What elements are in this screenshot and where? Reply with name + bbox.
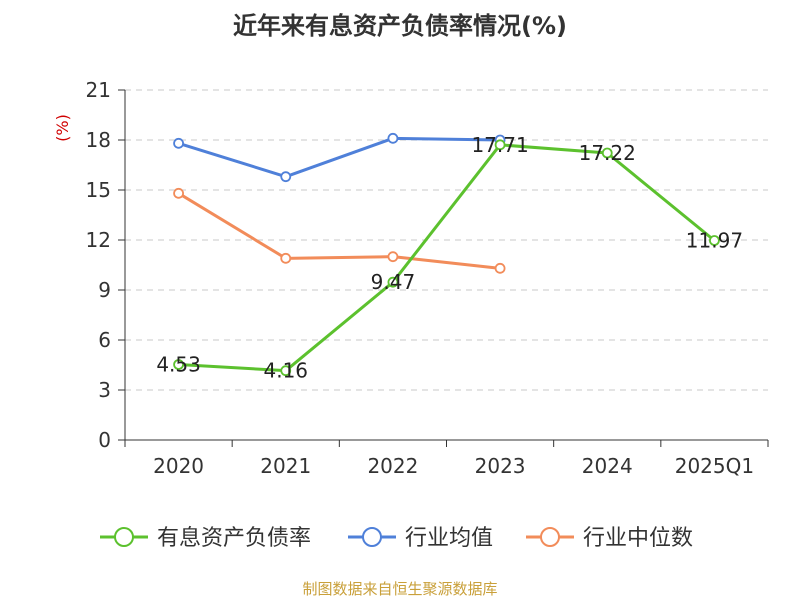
data-point[interactable] [387,132,399,144]
data-point[interactable] [173,187,184,199]
grid-lines [125,89,768,391]
y-tick-label: 3 [98,378,111,402]
data-point[interactable] [387,276,399,288]
legend-item-0[interactable]: 有息资产负债率 [100,526,311,551]
legend-marker [362,527,382,547]
data-label: 4.16 [263,359,308,383]
data-label: 4.53 [156,353,201,377]
y-tick-label: 21 [86,78,111,102]
axes [124,90,768,441]
x-tick-label: 2024 [582,454,633,478]
legend[interactable]: 有息资产负债率 行业均值 行业中位数 [100,526,693,551]
data-point[interactable] [494,262,506,274]
data-label: 17.22 [579,141,636,165]
legend-item-1[interactable]: 行业均值 [348,526,493,551]
legend-marker [114,527,134,547]
y-tick-label: 12 [86,228,111,252]
series-line-1 [178,136,501,179]
x-axis-ticks: 2020 2021 2022 2023 2024 2025Q1 [124,440,769,478]
data-point[interactable] [280,252,292,264]
y-tick-label: 9 [98,278,111,302]
legend-label: 行业中位数 [583,526,693,551]
y-tick-label: 15 [86,178,111,202]
data-point[interactable] [601,147,613,159]
y-axis-ticks: 0 3 6 9 12 15 18 21 [86,78,125,452]
data-label: 11.97 [686,229,743,253]
data-point[interactable] [280,365,292,377]
x-tick-label: 2021 [260,454,311,478]
y-tick-label: 0 [98,428,111,452]
data-point[interactable] [494,139,506,151]
series-line-2 [177,192,501,270]
series-line-0 [178,143,716,373]
x-tick-label: 2025Q1 [675,454,754,478]
data-point[interactable] [709,235,720,246]
legend-item-2[interactable]: 行业中位数 [526,526,693,551]
data-point[interactable] [173,359,184,370]
x-tick-label: 2023 [475,454,526,478]
y-axis-label: (%) [53,114,72,142]
series-layer [173,132,720,377]
legend-label: 有息资产负债率 [157,526,311,551]
data-label: 17.71 [471,133,528,157]
data-point[interactable] [280,171,292,183]
data-source: 制图数据来自恒生聚源数据库 [302,580,498,598]
legend-label: 行业均值 [405,526,493,551]
chart-title: 近年来有息资产负债率情况(%) [233,12,567,40]
legend-marker [540,527,560,547]
x-tick-label: 2022 [367,454,418,478]
data-labels: 4.53 4.16 9.47 17.71 17.22 11.97 [156,133,743,383]
data-label: 9.47 [371,270,416,294]
data-point[interactable] [387,251,399,263]
x-tick-label: 2020 [153,454,204,478]
y-tick-label: 6 [98,328,111,352]
data-point[interactable] [173,137,184,149]
y-tick-label: 18 [86,128,111,152]
